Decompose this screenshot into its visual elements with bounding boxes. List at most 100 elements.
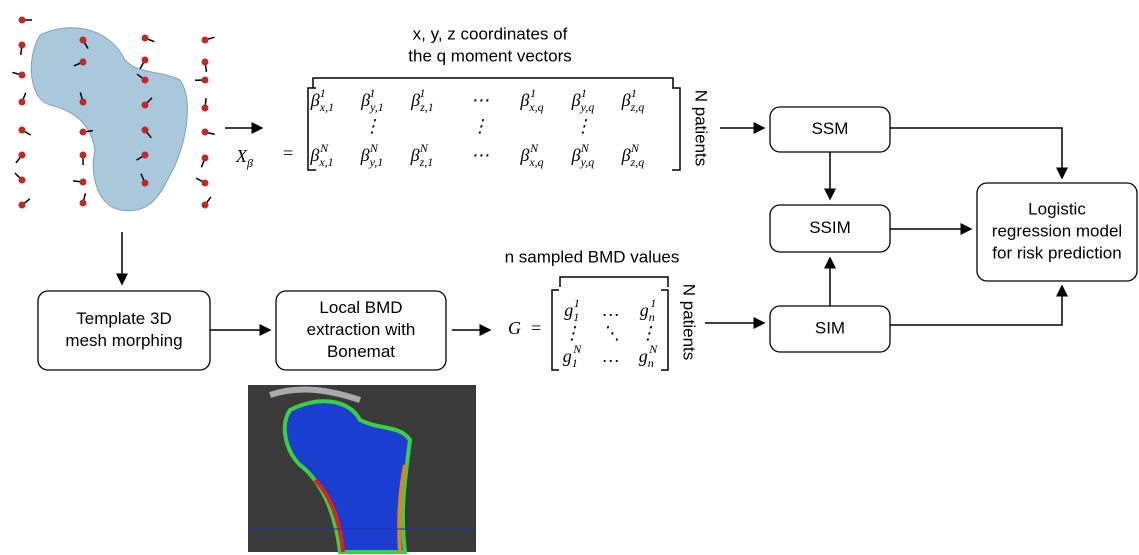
entry-sup: 1 bbox=[631, 86, 637, 100]
mesh-point bbox=[201, 36, 209, 44]
node-label: mesh morphing bbox=[65, 331, 182, 350]
node-label: SSM bbox=[812, 119, 849, 138]
entry-sub: z,1 bbox=[419, 155, 434, 169]
entry-sub: z,1 bbox=[419, 100, 433, 114]
entry-sup: 1 bbox=[320, 86, 326, 100]
entry-sub: x,1 bbox=[319, 100, 333, 114]
entry-base: g bbox=[564, 300, 573, 320]
mesh-point bbox=[201, 128, 209, 136]
matrix-entry: βz,11 bbox=[410, 86, 433, 114]
connectors bbox=[116, 77, 1068, 371]
entry-sup: N bbox=[529, 141, 539, 155]
entry-sub: y,q bbox=[580, 100, 595, 114]
matrix-entry: βx,qN bbox=[519, 141, 543, 169]
entry-base: G bbox=[508, 318, 521, 338]
entry-sup: N bbox=[648, 342, 658, 356]
matrix-entry: ⋮ bbox=[563, 323, 581, 343]
entry-sub: z,q bbox=[630, 155, 645, 169]
entry-base: β bbox=[410, 145, 420, 165]
entry-base: g bbox=[563, 346, 572, 366]
matrix-entry: … bbox=[603, 346, 619, 366]
matrix-entry: βy,q1 bbox=[571, 86, 595, 114]
mesh-point bbox=[201, 76, 209, 84]
entry-sup: 1 bbox=[581, 86, 587, 100]
matrix-entry: βx,11 bbox=[310, 86, 333, 114]
entry-sub: x,1 bbox=[318, 155, 333, 169]
mesh-point bbox=[18, 126, 26, 134]
entry-sub: 1 bbox=[573, 310, 578, 324]
mesh-point bbox=[79, 98, 87, 106]
matrix-entry: G bbox=[508, 318, 521, 338]
node-label: Template 3D bbox=[76, 309, 171, 328]
mesh-point bbox=[141, 34, 149, 42]
moment-header: the q moment vectors bbox=[408, 46, 571, 65]
femur-mesh bbox=[12, 16, 215, 212]
entry-sup: N bbox=[580, 141, 590, 155]
matrix-entry: βz,qN bbox=[621, 141, 645, 169]
node-label: Local BMD bbox=[319, 298, 402, 317]
entry-base: X bbox=[235, 146, 248, 166]
entry-sup: 1 bbox=[574, 296, 580, 310]
equals: = bbox=[530, 318, 542, 338]
matrix-entry: g1N bbox=[563, 342, 583, 370]
matrix-entry: ⋮ bbox=[471, 116, 489, 136]
entry-sub: β bbox=[246, 156, 253, 170]
matrix-entry: ⋮ bbox=[574, 116, 592, 136]
entry-sub: n bbox=[649, 310, 655, 324]
node-label: SSIM bbox=[809, 218, 851, 237]
matrix-entry: βy,qN bbox=[571, 141, 595, 169]
entry-base: β bbox=[410, 90, 420, 110]
matrix-entry: ⋯ bbox=[471, 145, 489, 165]
matrix-entry: ⋱ bbox=[602, 323, 620, 343]
node-label: regression model bbox=[992, 221, 1122, 240]
entry-base: β bbox=[519, 90, 529, 110]
entry-base: g bbox=[639, 346, 648, 366]
mesh-point bbox=[201, 154, 209, 162]
node-label: Bonemat bbox=[327, 342, 395, 361]
mesh-point bbox=[18, 41, 26, 49]
equals: = bbox=[282, 143, 294, 163]
entry-sub: z,q bbox=[630, 100, 645, 114]
entry-base: β bbox=[621, 90, 631, 110]
mesh-point bbox=[201, 58, 209, 66]
entry-sup: N bbox=[630, 141, 640, 155]
entry-base: β bbox=[360, 90, 370, 110]
matrix-entry: βx,1N bbox=[309, 141, 333, 169]
mesh-point bbox=[141, 179, 149, 187]
patients-label: N patients bbox=[680, 284, 699, 361]
mesh-point bbox=[141, 76, 149, 84]
entry-base: β bbox=[571, 90, 581, 110]
mesh-point bbox=[141, 101, 149, 109]
matrix-entry: ⋯ bbox=[471, 90, 489, 110]
entry-sup: 1 bbox=[530, 86, 536, 100]
matrix-entry: gnN bbox=[639, 342, 659, 370]
node-label: SIM bbox=[815, 318, 845, 337]
entry-sub: y,1 bbox=[369, 155, 384, 169]
mesh-point bbox=[201, 179, 209, 187]
entry-sub: n bbox=[648, 356, 654, 370]
mesh-point bbox=[79, 178, 87, 186]
entry-base: β bbox=[621, 145, 631, 165]
entry-base: β bbox=[309, 145, 319, 165]
entry-base: g bbox=[640, 300, 649, 320]
mesh-point bbox=[201, 104, 209, 112]
matrix-entry: βy,1N bbox=[360, 141, 384, 169]
mesh-point bbox=[18, 151, 26, 159]
entry-sup: 1 bbox=[650, 296, 656, 310]
node-box bbox=[37, 290, 211, 371]
mesh-point bbox=[18, 16, 26, 24]
matrix-entry: βx,q1 bbox=[519, 86, 543, 114]
mesh-point bbox=[79, 58, 87, 66]
entry-base: β bbox=[519, 145, 529, 165]
matrix-entry: βy,11 bbox=[360, 86, 383, 114]
mesh-point bbox=[18, 71, 26, 79]
node-box bbox=[275, 290, 447, 371]
matrix-entry: gn1 bbox=[640, 296, 657, 324]
matrix-entry: βz,1N bbox=[410, 141, 434, 169]
entry-sup: 1 bbox=[369, 86, 375, 100]
node-box bbox=[769, 106, 891, 153]
node-box bbox=[769, 204, 891, 253]
node-label: extraction with bbox=[307, 320, 416, 339]
matrix-entry: ⋮ bbox=[363, 116, 381, 136]
mesh-point bbox=[79, 199, 87, 207]
